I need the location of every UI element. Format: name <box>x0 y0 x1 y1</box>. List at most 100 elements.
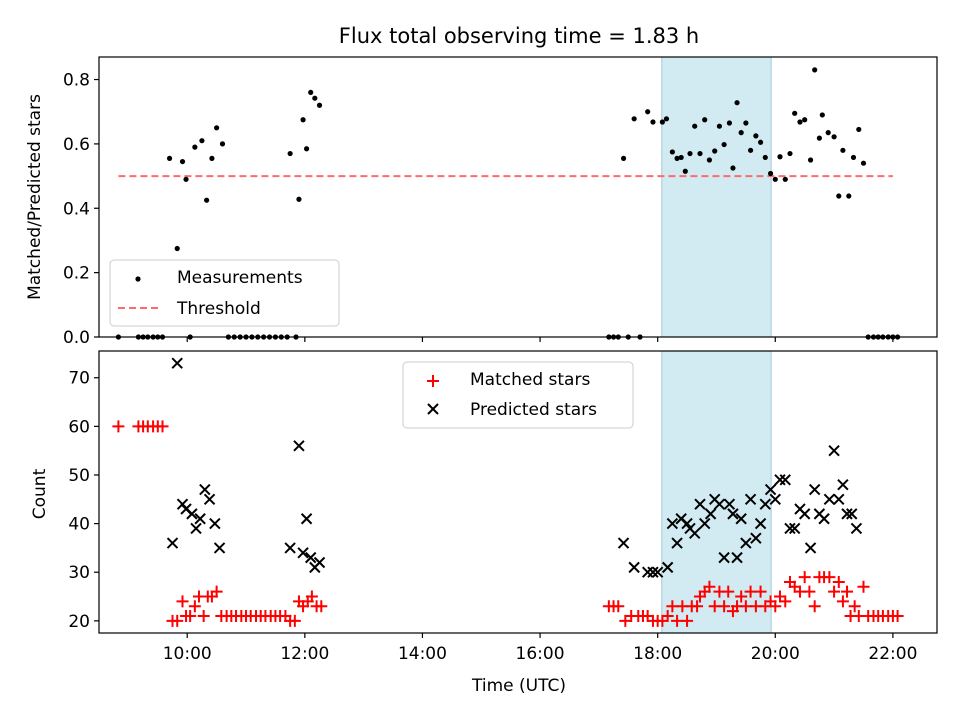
y-tick-label: 50 <box>68 466 90 486</box>
measurement-point <box>734 100 740 106</box>
legend-label-predicted: Predicted stars <box>470 400 597 420</box>
x-tick-label: 16:00 <box>516 644 565 664</box>
predicted-star-point <box>818 513 830 525</box>
matched-star-point <box>703 580 716 593</box>
measurement-point <box>631 116 637 122</box>
measurement-point <box>850 154 857 161</box>
measurement-point <box>303 146 310 152</box>
predicted-star-point <box>293 440 305 452</box>
bottom-highlight-span <box>661 350 772 634</box>
measurement-point <box>620 155 627 161</box>
matched-star-point <box>184 609 197 622</box>
measurement-point <box>659 119 665 125</box>
measurement-point <box>663 116 670 122</box>
measurement-point <box>747 147 754 153</box>
bottom-legend: Matched stars Predicted stars <box>402 361 634 429</box>
legend-label-measurements: Measurements <box>177 268 303 288</box>
predicted-star-point <box>788 522 801 535</box>
x-tick-label: 20:00 <box>751 644 800 664</box>
predicted-star-point <box>199 483 211 496</box>
measurement-point <box>697 150 703 157</box>
measurement-point <box>682 168 688 174</box>
legend-label-threshold: Threshold <box>176 299 261 319</box>
predicted-star-point <box>617 537 630 549</box>
matched-star-point <box>661 609 674 622</box>
predicted-star-point <box>764 483 777 496</box>
measurement-point <box>757 139 764 145</box>
x-tick-label: 14:00 <box>398 644 447 664</box>
measurement-point <box>669 149 675 155</box>
measurement-point <box>674 155 680 161</box>
matched-star-point <box>681 614 694 627</box>
predicted-star-point <box>744 493 757 506</box>
measurement-point <box>777 154 783 160</box>
matched-star-point <box>779 595 792 608</box>
measurement-point <box>772 176 778 182</box>
measurement-point <box>721 141 727 148</box>
matched-star-point <box>735 590 748 603</box>
y-tick-label: 0.4 <box>63 199 90 219</box>
measurement-point <box>831 134 837 140</box>
matched-star-point <box>691 600 704 613</box>
count-panel: 20 30 40 50 60 70 10:00 12:00 14:00 16:00 18:00 20… <box>30 350 938 696</box>
measurement-point <box>287 150 293 157</box>
predicted-star-point <box>841 508 853 520</box>
matched-star-point <box>612 600 625 613</box>
top-x-ticks <box>186 337 894 342</box>
matched-star-point <box>828 585 841 598</box>
measurement-point <box>807 157 814 163</box>
measurement-point <box>199 138 205 144</box>
measurement-point <box>856 126 862 133</box>
measurement-point <box>730 165 736 171</box>
matched-star-point <box>754 585 767 598</box>
predicted-star-point <box>651 566 664 578</box>
predicted-star-point <box>798 508 811 520</box>
measurement-point <box>174 245 180 252</box>
predicted-star-point <box>769 493 781 506</box>
measurement-point <box>712 148 718 154</box>
measurement-point <box>308 89 314 96</box>
matched-star-point <box>722 585 735 598</box>
predicted-star-point <box>828 444 840 457</box>
matched-star-point <box>823 571 836 584</box>
legend-label-matched: Matched stars <box>470 370 590 390</box>
matched-star-point <box>832 575 845 588</box>
x-tick-label: 22:00 <box>868 644 917 664</box>
measurement-points <box>115 67 901 340</box>
measurement-point <box>645 109 651 115</box>
matched-star-point <box>315 600 328 613</box>
x-axis-label: Time (UTC) <box>471 676 566 696</box>
matched-star-point <box>210 585 223 598</box>
predicted-star-point <box>713 498 726 510</box>
matched-star-point <box>891 609 904 622</box>
measurement-point <box>860 160 867 166</box>
measurement-point <box>166 155 173 161</box>
bottom-legend-box <box>402 361 634 429</box>
measurement-point <box>819 112 825 118</box>
matched-star-point <box>305 590 318 603</box>
measurement-point <box>825 130 831 136</box>
predicted-star-point <box>284 542 296 554</box>
measurement-point <box>706 157 713 163</box>
predicted-star-point <box>166 537 179 549</box>
predicted-star-point <box>647 566 659 578</box>
predicted-star-point <box>718 551 730 564</box>
matched-star-point <box>836 595 849 608</box>
predicted-star-point <box>727 508 739 520</box>
predicted-star-point <box>731 551 743 564</box>
measurement-point <box>787 150 793 157</box>
measurement-point <box>316 102 323 108</box>
y-tick-label: 60 <box>68 417 90 437</box>
top-y-ticks: 0.0 0.2 0.4 0.6 0.8 <box>63 71 99 348</box>
matched-star-point <box>288 614 301 627</box>
y-tick-label: 30 <box>68 563 90 583</box>
predicted-star-point <box>313 556 326 569</box>
measurement-point <box>702 117 708 123</box>
measurement-point <box>840 147 846 153</box>
legend-marker-predicted <box>427 403 439 415</box>
predicted-star-point <box>823 493 836 506</box>
measurement-point <box>296 196 302 202</box>
measurement-point <box>678 154 684 161</box>
measurement-point <box>743 120 749 126</box>
